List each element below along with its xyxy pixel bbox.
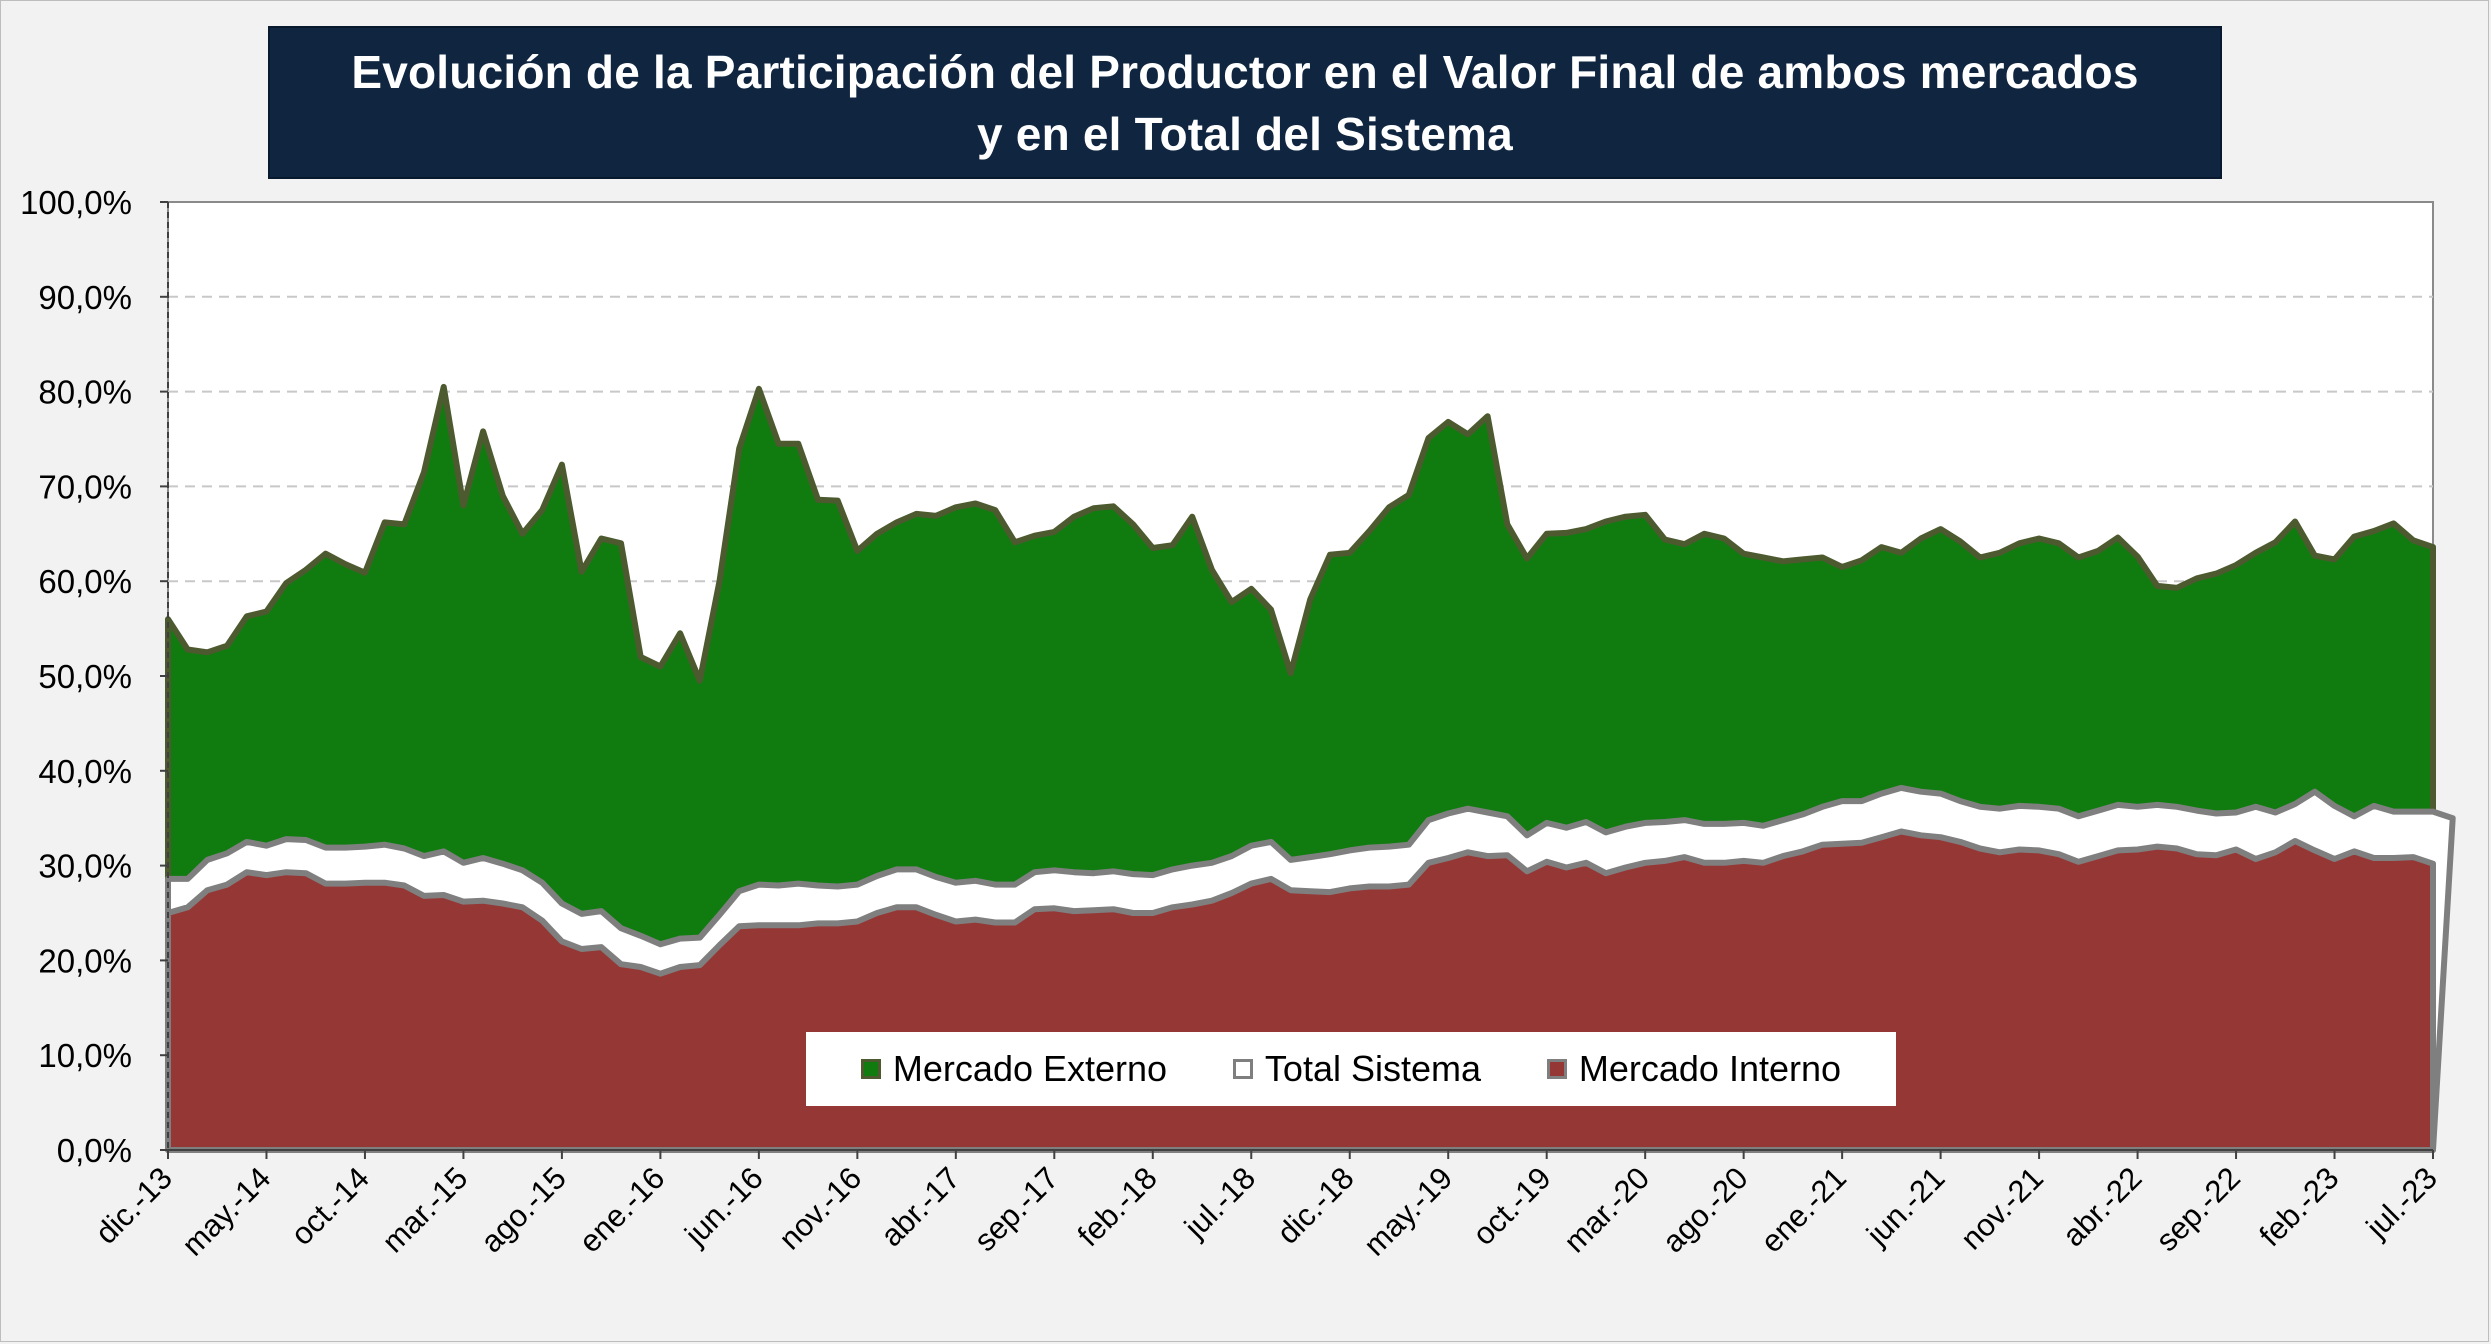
y-tick-label: 10,0% (38, 1037, 132, 1074)
y-tick-label: 100,0% (20, 184, 132, 221)
y-tick-label: 60,0% (38, 563, 132, 600)
y-tick-label: 50,0% (38, 658, 132, 695)
x-tick-label: jul.-23 (2359, 1160, 2444, 1245)
chart-title-line-2: y en el Total del Sistema (977, 107, 1513, 160)
y-tick-label: 90,0% (38, 279, 132, 316)
x-tick-label: dic.-13 (88, 1160, 179, 1251)
y-tick-label: 20,0% (38, 942, 132, 979)
y-tick-label: 70,0% (38, 468, 132, 505)
x-tick-label: may.-14 (175, 1160, 277, 1262)
x-tick-label: jun.-21 (1859, 1160, 1951, 1252)
legend-item-total-sistema: Total Sistema (1232, 1048, 1482, 1090)
x-tick-label: ago.-15 (474, 1160, 573, 1259)
x-tick-label: jul.-18 (1177, 1160, 1262, 1245)
x-tick-label: oct.-19 (1466, 1160, 1558, 1252)
x-tick-label: abr.-17 (874, 1160, 967, 1253)
x-tick-label: dic.-18 (1270, 1160, 1361, 1251)
y-tick-label: 80,0% (38, 374, 132, 411)
x-tick-label: jun.-16 (677, 1160, 769, 1252)
x-tick-label: ene.-16 (572, 1160, 671, 1259)
legend-item-mercado-interno: Mercado Interno (1546, 1048, 1842, 1090)
legend-swatch-mercado-interno (1546, 1059, 1567, 1079)
x-tick-label: feb.-18 (1071, 1160, 1164, 1253)
legend-label-mercado-interno: Mercado Interno (1578, 1048, 1842, 1089)
legend-label-mercado-externo: Mercado Externo (892, 1048, 1168, 1089)
y-tick-label: 30,0% (38, 848, 132, 885)
chart-title: Evolución de la Participación del Produc… (268, 26, 2222, 179)
legend-swatch-total-sistema (1232, 1059, 1253, 1079)
x-tick-label: mar.-15 (375, 1160, 474, 1259)
x-tick-label: feb.-23 (2252, 1160, 2345, 1253)
x-tick-label: ago.-20 (1656, 1160, 1755, 1259)
y-tick-labels: 0,0% 10,0% 20,0% 30,0% 40,0% 50,0% 60,0% 70,0% 8… (20, 184, 168, 1169)
x-tick-label: may.-19 (1357, 1160, 1459, 1262)
x-tick-label: mar.-20 (1557, 1160, 1656, 1259)
y-tick-label: 40,0% (38, 753, 132, 790)
x-tick-label: nov.-16 (772, 1160, 868, 1256)
legend: Mercado Externo Total Sistema Mercado In… (806, 1032, 1896, 1106)
x-tick-label: nov.-21 (1954, 1160, 2050, 1256)
legend-label-total-sistema: Total Sistema (1264, 1048, 1482, 1089)
y-tick-label: 0,0% (57, 1132, 132, 1169)
legend-swatch-mercado-externo (860, 1059, 881, 1079)
x-tick-label: sep.-22 (2149, 1160, 2247, 1258)
x-tick-label: abr.-22 (2056, 1160, 2149, 1253)
x-tick-label: oct.-14 (284, 1160, 376, 1252)
area-series (165, 383, 2456, 1153)
chart-title-line-1: Evolución de la Participación del Produc… (351, 45, 2139, 98)
x-tick-label: ene.-21 (1754, 1160, 1853, 1259)
legend-item-mercado-externo: Mercado Externo (860, 1048, 1168, 1090)
x-tick-label: sep.-17 (967, 1160, 1065, 1258)
